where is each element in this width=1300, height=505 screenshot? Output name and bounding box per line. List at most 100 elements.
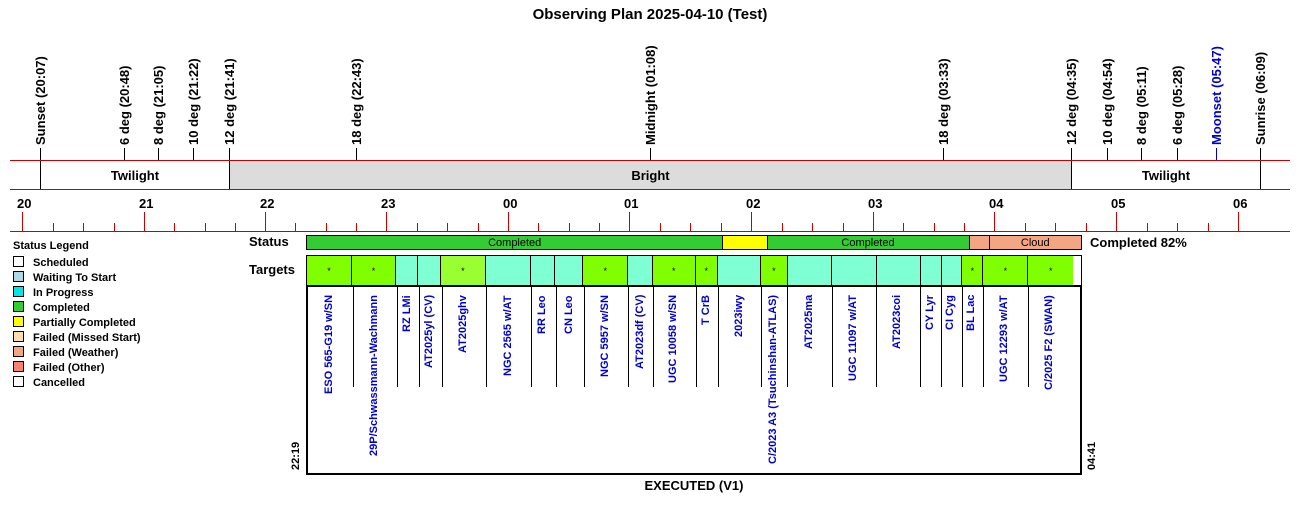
target-cell[interactable]: * xyxy=(583,256,629,285)
target-label[interactable]: CN Leo xyxy=(562,295,575,334)
target-label[interactable]: AT2025ma xyxy=(802,295,815,350)
target-cell[interactable]: * xyxy=(695,256,718,285)
target-cell[interactable]: * xyxy=(652,256,696,285)
status-bar: Completed Completed Cloud xyxy=(306,235,1082,250)
legend-item: Failed (Missed Start) xyxy=(13,331,141,344)
legend-item: Partially Completed xyxy=(13,316,136,329)
event-tick xyxy=(40,148,41,189)
target-cell[interactable] xyxy=(485,256,531,285)
target-cell[interactable]: * xyxy=(761,256,788,285)
target-separator xyxy=(961,287,963,387)
target-label[interactable]: C/2025 F2 (SWAN) xyxy=(1042,295,1055,390)
target-separator xyxy=(1027,287,1029,387)
target-label[interactable]: NGC 5957 w/SN xyxy=(598,295,611,377)
minor-tick xyxy=(903,223,905,231)
hour-label: 23 xyxy=(381,196,396,211)
hour-tick xyxy=(22,212,23,231)
event-label: 6 deg (20:48) xyxy=(117,65,132,145)
target-label[interactable]: AT2023coi xyxy=(891,295,904,350)
target-label[interactable]: T CrB xyxy=(699,295,712,325)
target-separator xyxy=(876,287,878,387)
event-label: 12 deg (21:41) xyxy=(222,58,237,145)
target-cell[interactable] xyxy=(920,256,942,285)
minor-tick xyxy=(447,223,448,231)
minor-tick xyxy=(204,223,206,231)
target-label[interactable]: 29P/Schwassmann-Wachmann xyxy=(367,295,380,456)
target-cell[interactable] xyxy=(941,256,963,285)
target-separator xyxy=(920,287,922,387)
minor-tick xyxy=(659,223,661,231)
target-label[interactable]: BL Lac xyxy=(965,295,978,332)
hour-label: 03 xyxy=(868,196,883,211)
event-label: 8 deg (05:11) xyxy=(1134,66,1149,145)
event-tick xyxy=(1260,148,1261,189)
target-label[interactable]: ESO 565-G19 w/SN xyxy=(323,295,336,395)
target-label[interactable]: AT2025yl (CV) xyxy=(423,295,436,369)
event-label: 18 deg (03:33) xyxy=(936,58,951,145)
target-cell[interactable] xyxy=(832,256,877,285)
hour-tick xyxy=(144,212,145,231)
target-label[interactable]: CI Cyg xyxy=(944,295,957,330)
page-title: Observing Plan 2025-04-10 (Test) xyxy=(532,6,768,23)
target-label[interactable]: UGC 10058 w/SN xyxy=(667,295,680,384)
event-label: Midnight (01:08) xyxy=(643,45,658,145)
target-cell[interactable] xyxy=(396,256,419,285)
status-segment: Completed xyxy=(307,236,724,249)
target-separator xyxy=(941,287,943,387)
minor-tick xyxy=(812,223,813,231)
target-label[interactable]: UGC 12293 w/AT xyxy=(998,295,1011,382)
end-time: 04:41 xyxy=(1086,441,1098,470)
legend-label: Scheduled xyxy=(33,257,89,269)
legend-swatch xyxy=(13,286,24,297)
hour-label: 21 xyxy=(139,196,154,211)
target-cell[interactable]: * xyxy=(440,256,486,285)
minor-tick xyxy=(1085,223,1087,231)
target-separator xyxy=(419,287,421,387)
target-cell[interactable] xyxy=(876,256,921,285)
target-label[interactable]: 2023iwy xyxy=(732,295,745,338)
target-label[interactable]: RZ LMi xyxy=(400,295,413,332)
minor-tick xyxy=(355,223,357,231)
status-segment: Cloud xyxy=(989,236,1081,249)
hour-axis-line xyxy=(10,231,1290,232)
target-label[interactable]: NGC 2565 w/AT xyxy=(501,295,514,376)
target-label[interactable]: RR Leo xyxy=(536,295,549,334)
event-label: Moonset (05:47) xyxy=(1209,46,1224,145)
target-separator xyxy=(531,287,533,387)
target-cell[interactable] xyxy=(787,256,833,285)
minor-tick xyxy=(1177,223,1178,231)
target-label[interactable]: UGC 11097 w/AT xyxy=(847,295,860,381)
target-cell[interactable] xyxy=(530,256,556,285)
target-cell[interactable]: * xyxy=(962,256,984,285)
event-tick xyxy=(193,148,194,160)
target-cell[interactable] xyxy=(418,256,441,285)
event-tick xyxy=(943,148,944,160)
target-cell[interactable] xyxy=(555,256,584,285)
target-cell[interactable]: * xyxy=(1028,256,1074,285)
target-label[interactable]: CY Lyr xyxy=(923,295,936,330)
status-segment xyxy=(969,236,990,249)
minor-tick xyxy=(598,223,600,231)
hour-label: 02 xyxy=(746,196,761,211)
target-separator xyxy=(396,287,398,387)
hour-label: 20 xyxy=(17,196,32,211)
hour-tick xyxy=(1116,212,1117,231)
target-cell[interactable]: * xyxy=(307,256,352,285)
target-cell[interactable]: * xyxy=(351,256,396,285)
target-cell[interactable] xyxy=(628,256,653,285)
target-label[interactable]: AT2023df (CV) xyxy=(633,295,646,370)
target-label[interactable]: C/2023 A3 (Tsuchinshan-ATLAS) xyxy=(767,295,780,465)
target-separator xyxy=(555,287,557,387)
target-cell[interactable] xyxy=(717,256,762,285)
legend-item: Scheduled xyxy=(13,256,89,269)
hour-tick xyxy=(751,212,752,231)
status-row-label: Status xyxy=(249,234,289,249)
event-tick xyxy=(1177,148,1178,160)
event-label: 6 deg (05:28) xyxy=(1170,65,1185,145)
target-cell[interactable]: * xyxy=(983,256,1029,285)
legend-label: In Progress xyxy=(33,287,94,299)
event-label: 10 deg (21:22) xyxy=(186,58,201,145)
target-separator xyxy=(695,287,697,387)
target-label[interactable]: AT2025ghv xyxy=(456,295,469,353)
hour-tick xyxy=(386,212,387,231)
